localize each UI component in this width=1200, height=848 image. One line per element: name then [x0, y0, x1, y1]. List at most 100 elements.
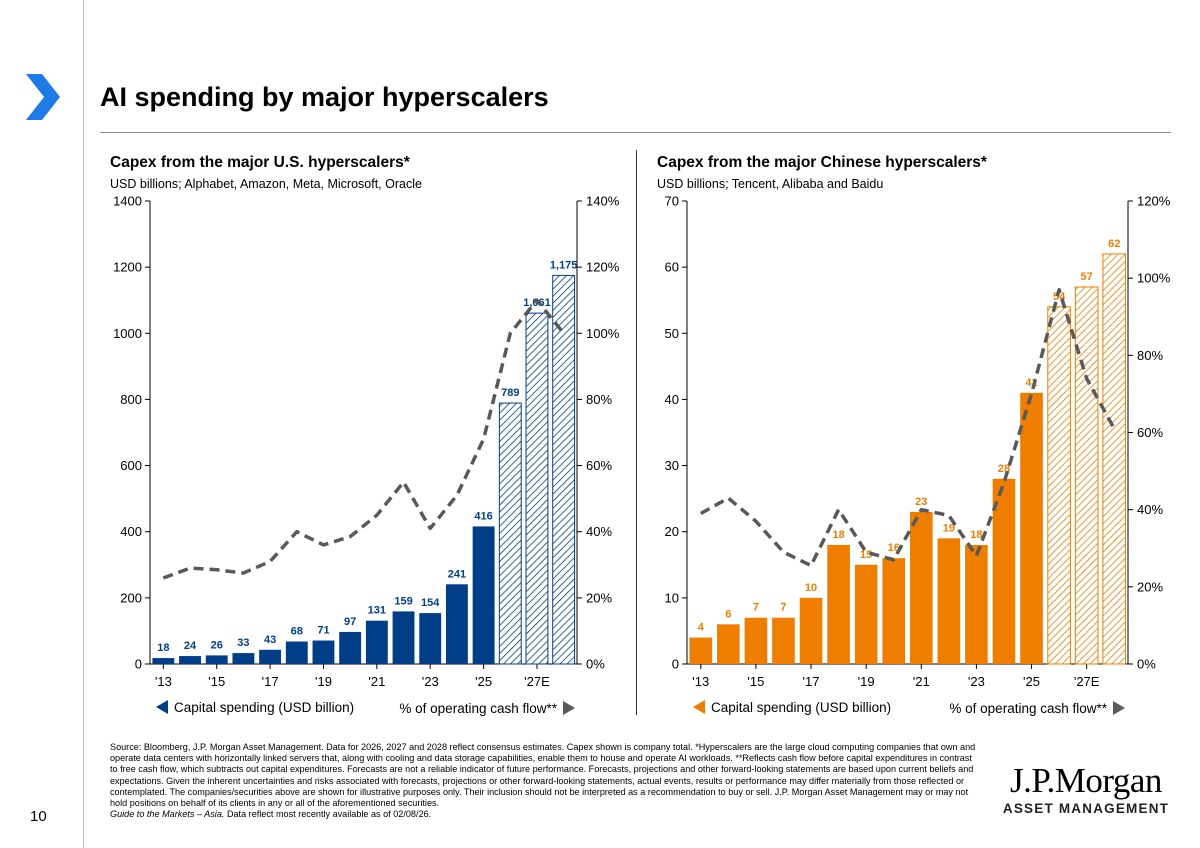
china-bar-label: 19	[943, 522, 955, 534]
china-capex-chart: Capex from the major Chinese hyperscaler…	[657, 154, 1171, 716]
china-bar	[1102, 253, 1127, 665]
china-bar	[772, 617, 795, 664]
us-ocf-line	[162, 298, 566, 580]
us-bar-label: 241	[448, 568, 466, 580]
china-bar-label: 18	[832, 529, 844, 541]
china-bar-label: 15	[860, 549, 872, 561]
us-x-tick-label: '23	[422, 674, 439, 689]
us-x-tick-label: '17	[262, 674, 279, 689]
us-bar	[472, 526, 495, 664]
us-bar-label: 416	[474, 510, 492, 522]
us-bar-label: 131	[368, 605, 386, 617]
us-y2-tick-label: 140%	[586, 194, 620, 209]
logo-sub: ASSET MANAGEMENT	[1002, 801, 1170, 816]
us-bar-label: 33	[237, 637, 249, 649]
us-y2-tick-label: 0%	[586, 657, 605, 672]
china-bar	[854, 564, 878, 664]
china-x-tick-label: '15	[747, 674, 764, 689]
us-capex-chart: Capex from the major U.S. hyperscalers* U…	[110, 154, 620, 716]
page-title: AI spending by major hyperscalers	[100, 82, 549, 112]
china-bar	[1020, 392, 1043, 664]
china-bar	[965, 544, 988, 664]
jpmorgan-logo: J.P.Morgan ASSET MANAGEMENT	[1000, 763, 1172, 819]
us-x-tick-label: '27E	[524, 674, 550, 689]
us-bar	[152, 658, 175, 664]
china-legend-right-label: % of operating cash flow**	[949, 701, 1107, 716]
us-chart-subtitle: USD billions; Alphabet, Amazon, Meta, Mi…	[110, 177, 422, 191]
us-y-tick-label: 200	[120, 590, 142, 605]
china-legend-right-arrow-icon	[1113, 701, 1125, 715]
footnote-italic: Guide to the Markets – Asia.	[110, 809, 225, 820]
china-x-tick-label: '17	[803, 674, 820, 689]
china-bar-label: 4	[698, 622, 705, 634]
china-x-tick-label: '13	[692, 674, 709, 689]
us-bar	[525, 312, 549, 665]
china-y-tick-label: 0	[672, 657, 679, 672]
us-bar	[312, 640, 335, 664]
china-y-tick-label: 20	[665, 524, 679, 539]
us-bar-label: 68	[291, 626, 303, 638]
us-legend-left-label: Capital spending (USD billion)	[174, 700, 354, 715]
us-bar	[179, 656, 201, 664]
left-margin-rule	[83, 0, 84, 848]
us-x-tick-label: '13	[155, 674, 172, 689]
us-bar-label: 1,175	[550, 259, 578, 271]
us-legend-right-label: % of operating cash flow**	[399, 701, 557, 716]
china-legend-left-arrow-icon	[693, 700, 705, 714]
logo-main: J.P.Morgan	[1010, 761, 1162, 800]
china-chart-title: Capex from the major Chinese hyperscaler…	[657, 154, 988, 171]
china-bar	[882, 558, 906, 664]
footnote-text: Source: Bloomberg, J.P. Morgan Asset Man…	[110, 742, 976, 809]
us-y-tick-label: 0	[135, 657, 142, 672]
china-y-tick-label: 10	[665, 590, 679, 605]
us-bar-label: 1,061	[523, 297, 551, 309]
china-bar	[1047, 306, 1071, 665]
china-bar	[827, 544, 850, 664]
china-bar	[717, 624, 740, 664]
us-y2-tick-label: 60%	[586, 458, 612, 473]
china-y-tick-label: 30	[665, 458, 679, 473]
china-bar-label: 7	[780, 602, 786, 614]
china-y2-tick-label: 0%	[1137, 657, 1156, 672]
us-y-tick-label: 600	[120, 458, 142, 473]
chevron-right-icon	[26, 74, 60, 120]
china-bar	[799, 597, 823, 664]
china-y2-tick-label: 100%	[1137, 271, 1171, 286]
us-bar	[365, 620, 388, 664]
us-x-tick-label: '15	[208, 674, 225, 689]
us-y-tick-label: 1400	[113, 194, 142, 209]
us-chart-title: Capex from the major U.S. hyperscalers*	[110, 154, 411, 171]
us-bar	[285, 641, 308, 664]
us-legend-right-arrow-icon	[563, 701, 575, 715]
us-y2-tick-label: 40%	[586, 524, 612, 539]
us-x-tick-label: '25	[475, 674, 492, 689]
us-bar	[205, 655, 228, 664]
us-y2-tick-label: 80%	[586, 392, 612, 407]
china-bar	[937, 538, 961, 664]
us-bar	[419, 613, 442, 664]
us-y-tick-label: 800	[120, 392, 142, 407]
us-bar	[552, 274, 576, 665]
china-y2-tick-label: 80%	[1137, 348, 1163, 363]
china-bar-label: 10	[805, 582, 817, 594]
china-bar-label: 18	[970, 529, 982, 541]
us-bar-label: 18	[157, 642, 169, 654]
china-bar-label: 62	[1108, 238, 1120, 250]
china-y-tick-label: 50	[665, 326, 679, 341]
china-x-tick-label: '19	[858, 674, 875, 689]
us-y2-tick-label: 120%	[586, 260, 620, 275]
us-bar-label: 71	[317, 625, 329, 637]
china-y2-tick-label: 40%	[1137, 502, 1163, 517]
source-footnote: Source: Bloomberg, J.P. Morgan Asset Man…	[110, 742, 980, 820]
china-bar	[1074, 286, 1099, 665]
us-bar	[445, 584, 468, 664]
us-bar	[339, 631, 362, 664]
us-bar-label: 24	[184, 640, 197, 652]
us-legend-left-arrow-icon	[156, 700, 168, 714]
china-bar-label: 57	[1081, 271, 1093, 283]
china-y2-tick-label: 60%	[1137, 425, 1163, 440]
us-bar-label: 43	[264, 634, 276, 646]
us-bar-label: 154	[421, 597, 440, 609]
china-bar	[992, 478, 1016, 664]
chart-divider	[636, 150, 637, 715]
